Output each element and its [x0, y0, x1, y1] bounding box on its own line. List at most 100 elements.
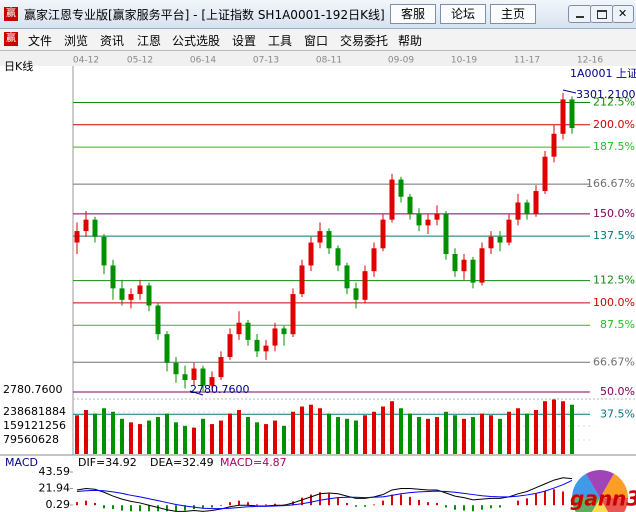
- candle-body: [353, 288, 359, 300]
- volume-bar: [309, 404, 313, 454]
- volume-bar: [246, 417, 250, 454]
- logo-slice: [600, 498, 628, 512]
- candle-body: [83, 219, 89, 232]
- candle-body: [335, 248, 341, 266]
- x-tick-label: 12-16: [577, 56, 603, 66]
- candle-body: [551, 133, 557, 157]
- candle-body: [506, 219, 512, 243]
- candle-body: [173, 362, 179, 375]
- volume-bar: [462, 418, 466, 454]
- candle-body: [200, 368, 206, 386]
- logo-slice: [600, 473, 628, 498]
- menu-item[interactable]: 公式选股: [172, 34, 221, 48]
- y-tick-label: 43.59: [39, 465, 71, 478]
- x-tick-label: 10-19: [451, 56, 477, 66]
- candle-body: [443, 213, 449, 255]
- chart-title: 日K线: [4, 59, 33, 73]
- candle-body: [461, 259, 467, 272]
- candle-body: [416, 213, 422, 226]
- volume-bar: [453, 415, 457, 454]
- low-label: 2780.7600: [190, 383, 250, 396]
- candle-body: [317, 231, 323, 243]
- candle-body: [308, 242, 314, 266]
- candle-body: [281, 328, 287, 335]
- x-tick-label: 06-14: [190, 56, 216, 66]
- candle-body: [533, 191, 539, 214]
- menu-item[interactable]: 帮助: [398, 34, 423, 48]
- restore-button[interactable]: [590, 5, 614, 23]
- volume-bar: [228, 413, 232, 454]
- x-tick-label: 04-12: [73, 56, 99, 66]
- high-pointer: [562, 89, 577, 94]
- candle-body: [101, 236, 107, 266]
- forum-button[interactable]: 论坛: [440, 4, 486, 24]
- candle-body: [470, 259, 476, 283]
- service-button[interactable]: 客服: [390, 4, 436, 24]
- close-button[interactable]: ✕: [612, 5, 634, 23]
- menu-item[interactable]: 文件: [28, 34, 53, 48]
- candle-body: [326, 231, 332, 249]
- gann-level-label: 37.5%: [600, 407, 635, 420]
- volume-bar: [300, 406, 304, 454]
- menu-item[interactable]: 资讯: [100, 34, 125, 48]
- menu-item[interactable]: 工具: [268, 34, 293, 48]
- y-tick-label: 21.94: [39, 482, 71, 495]
- volume-bar: [435, 417, 439, 454]
- x-tick-label: 09-09: [388, 56, 414, 66]
- volume-bar: [408, 413, 412, 454]
- candle-body: [497, 236, 503, 243]
- title-bar: 赢 赢家江恩专业版[赢家服务平台] - [上证指数 SH1A0001-192日K…: [0, 0, 636, 29]
- volume-bar: [318, 408, 322, 454]
- menu-item[interactable]: 交易委托: [340, 34, 389, 48]
- candle-body: [452, 254, 458, 272]
- volume-bar: [156, 417, 160, 454]
- volume-bar: [120, 418, 124, 454]
- minimize-button[interactable]: [568, 5, 592, 23]
- volume-bar: [219, 420, 223, 454]
- indicator-value: DIF=34.92: [78, 456, 137, 469]
- volume-bar: [273, 420, 277, 454]
- volume-bar: [498, 418, 502, 454]
- gann-level-label: 112.5%: [593, 274, 635, 287]
- candle-body: [479, 248, 485, 283]
- volume-bar: [417, 417, 421, 454]
- volume-bar: [75, 415, 79, 454]
- volume-bar: [102, 408, 106, 454]
- volume-bar: [264, 424, 268, 454]
- volume-bar: [138, 424, 142, 454]
- candle-body: [164, 334, 170, 363]
- date-strip: [0, 51, 636, 66]
- gann-level-label: 200.0%: [593, 118, 635, 131]
- volume-bar: [291, 411, 295, 454]
- volume-bar: [534, 410, 538, 454]
- volume-bar: [183, 425, 187, 454]
- candle-body: [245, 322, 251, 340]
- gann-level-label: 212.5%: [593, 96, 635, 109]
- menu-item[interactable]: 浏览: [64, 34, 89, 48]
- logo-slice: [586, 469, 614, 498]
- candle-body: [137, 285, 143, 295]
- gann-level-label: 100.0%: [593, 296, 635, 309]
- volume-bar: [507, 411, 511, 454]
- candle-body: [371, 248, 377, 272]
- chart: 日K线 1A0001 上证 04-12 05-12 06-14 07-13 08-11 09-…: [0, 51, 636, 512]
- menu-item[interactable]: 江恩: [137, 34, 162, 48]
- menu-bar: 赢 文件 浏览 资讯 江恩 公式选股 设置 工具 窗口 交易委托 帮助: [0, 29, 636, 51]
- x-tick-label: 11-17: [514, 56, 540, 66]
- candle-body: [272, 328, 278, 346]
- candle-body: [128, 294, 134, 300]
- candle-body: [110, 265, 116, 289]
- volume-bar: [444, 411, 448, 454]
- menu-item[interactable]: 窗口: [304, 34, 329, 48]
- symbol-label: 1A0001 上证: [570, 67, 636, 80]
- candle-body: [362, 271, 368, 300]
- volume-bar: [561, 401, 565, 454]
- y-tick-label: 238681884: [3, 405, 66, 418]
- app-icon: 赢: [4, 7, 18, 21]
- home-button[interactable]: 主页: [490, 4, 536, 24]
- menu-item[interactable]: 设置: [232, 34, 257, 48]
- volume-bar: [192, 427, 196, 454]
- volume-bar: [201, 418, 205, 454]
- volume-bar: [552, 399, 556, 454]
